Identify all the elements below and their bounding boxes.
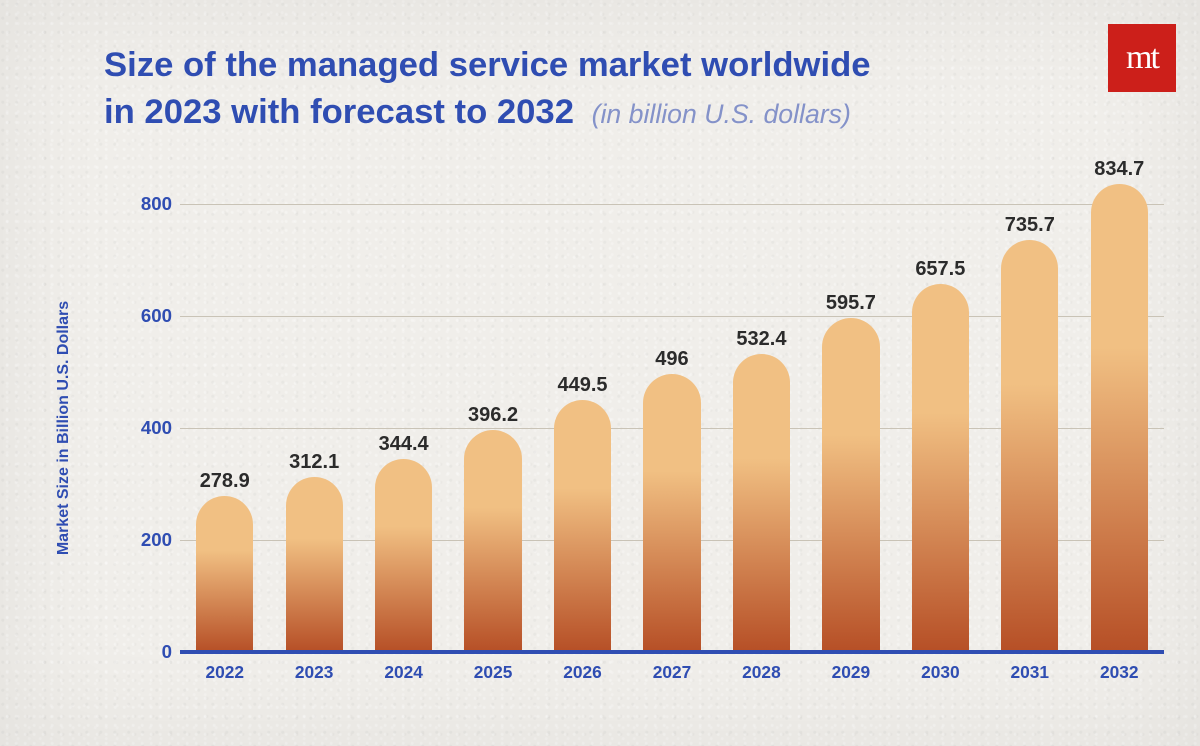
x-tick-label: 2025 xyxy=(448,652,537,686)
x-tick-label: 2032 xyxy=(1075,652,1164,686)
bar-slot: 657.5 xyxy=(896,170,985,652)
bar-chart: Market Size in Billion U.S. Dollars 278.… xyxy=(120,170,1164,686)
bars-container: 278.9 312.1 344.4 396.2 449.5 496 532.4 595.7 65… xyxy=(180,170,1164,652)
y-axis-label: Market Size in Billion U.S. Dollars xyxy=(55,301,73,555)
bar: 449.5 xyxy=(554,400,611,652)
title-block: Size of the managed service market world… xyxy=(104,42,1060,136)
bar: 657.5 xyxy=(912,284,969,653)
bar-slot: 278.9 xyxy=(180,170,269,652)
x-tick-label: 2024 xyxy=(359,652,448,686)
bar: 532.4 xyxy=(733,354,790,652)
bar: 595.7 xyxy=(822,318,879,652)
bar: 312.1 xyxy=(286,477,343,652)
bar-slot: 834.7 xyxy=(1075,170,1164,652)
y-tick-label: 600 xyxy=(120,305,172,327)
x-tick-label: 2026 xyxy=(538,652,627,686)
chart-canvas: mt Size of the managed service market wo… xyxy=(0,0,1200,746)
title-line-1: Size of the managed service market world… xyxy=(104,42,1060,89)
bar-value-label: 532.4 xyxy=(736,328,786,351)
x-tick-label: 2030 xyxy=(896,652,985,686)
brand-logo-text: mt xyxy=(1126,39,1158,77)
bar: 496 xyxy=(643,374,700,652)
plot-area: 278.9 312.1 344.4 396.2 449.5 496 532.4 595.7 65… xyxy=(180,170,1164,652)
bar-value-label: 312.1 xyxy=(289,451,339,474)
bar-value-label: 595.7 xyxy=(826,292,876,315)
bar-value-label: 344.4 xyxy=(379,433,429,456)
bar: 344.4 xyxy=(375,459,432,652)
bar-slot: 532.4 xyxy=(717,170,806,652)
x-tick-label: 2028 xyxy=(717,652,806,686)
bar-value-label: 834.7 xyxy=(1094,158,1144,181)
y-tick-label: 200 xyxy=(120,529,172,551)
bar-slot: 344.4 xyxy=(359,170,448,652)
y-tick-label: 400 xyxy=(120,417,172,439)
brand-logo: mt xyxy=(1108,24,1176,92)
bar-value-label: 396.2 xyxy=(468,404,518,427)
title-line-2: in 2023 with forecast to 2032 (in billio… xyxy=(104,89,1060,136)
bar-value-label: 657.5 xyxy=(915,258,965,281)
y-tick-label: 800 xyxy=(120,193,172,215)
bar-slot: 595.7 xyxy=(806,170,895,652)
x-tick-label: 2022 xyxy=(180,652,269,686)
bar-value-label: 449.5 xyxy=(558,374,608,397)
x-tick-label: 2029 xyxy=(806,652,895,686)
bar-slot: 735.7 xyxy=(985,170,1074,652)
title-line-2-text: in 2023 with forecast to 2032 xyxy=(104,93,574,131)
bar: 396.2 xyxy=(464,430,521,652)
x-axis-labels: 2022202320242025202620272028202920302031… xyxy=(180,652,1164,686)
y-tick-label: 0 xyxy=(120,641,172,663)
bar: 834.7 xyxy=(1091,184,1148,652)
bar-slot: 496 xyxy=(627,170,716,652)
bar: 735.7 xyxy=(1001,240,1058,652)
title-subtitle: (in billion U.S. dollars) xyxy=(592,99,851,129)
bar: 278.9 xyxy=(196,496,253,652)
bar-value-label: 278.9 xyxy=(200,470,250,493)
x-tick-label: 2031 xyxy=(985,652,1074,686)
bar-value-label: 735.7 xyxy=(1005,214,1055,237)
x-tick-label: 2027 xyxy=(627,652,716,686)
x-tick-label: 2023 xyxy=(269,652,358,686)
bar-value-label: 496 xyxy=(655,348,688,371)
bar-slot: 312.1 xyxy=(269,170,358,652)
bar-slot: 396.2 xyxy=(448,170,537,652)
bar-slot: 449.5 xyxy=(538,170,627,652)
